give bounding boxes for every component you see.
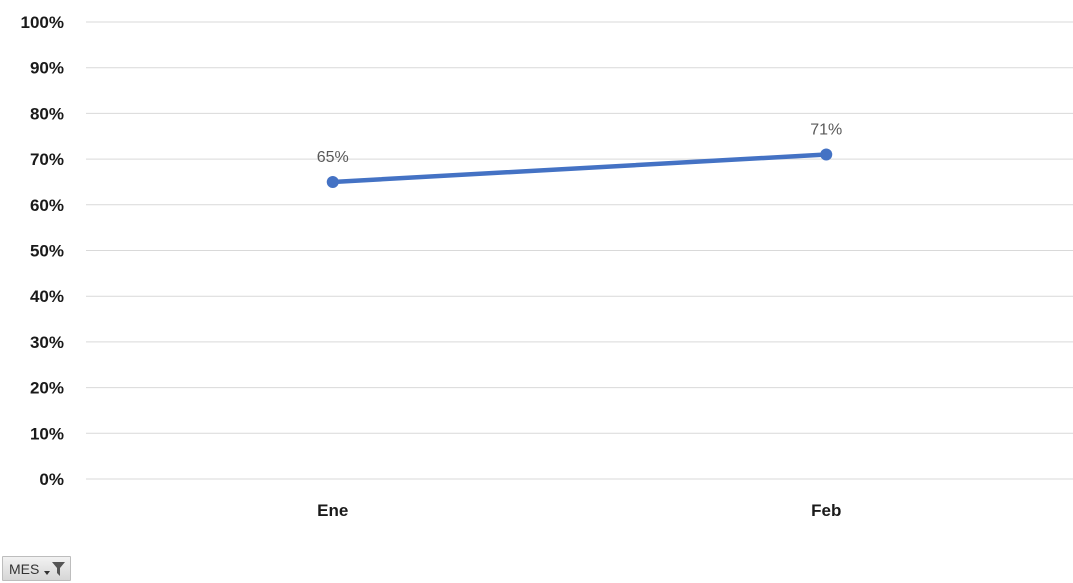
y-tick-label: 80% — [30, 104, 64, 123]
y-tick-label: 50% — [30, 242, 64, 261]
data-point — [820, 148, 833, 161]
data-label: 65% — [317, 149, 349, 166]
data-label: 71% — [810, 122, 842, 139]
x-tick-label: Feb — [811, 501, 841, 520]
data-labels: 65% 71% — [317, 122, 843, 166]
y-tick-label: 100% — [21, 13, 64, 32]
y-tick-label: 40% — [30, 287, 64, 306]
x-tick-label: Ene — [317, 501, 348, 520]
series-group — [326, 148, 833, 188]
series-line — [330, 152, 829, 185]
y-tick-label: 70% — [30, 150, 64, 169]
x-axis-tick-labels: Ene Feb — [317, 501, 841, 520]
y-tick-label: 30% — [30, 333, 64, 352]
y-tick-label: 90% — [30, 59, 64, 78]
dropdown-arrow-icon — [44, 570, 51, 575]
data-point — [326, 175, 339, 188]
gridlines — [86, 21, 1073, 480]
y-tick-label: 0% — [39, 470, 64, 489]
y-axis-tick-labels: 0% 10% 20% 30% 40% 50% 60% 70% 80% 90% 100% — [21, 13, 64, 489]
field-button-label: MES — [9, 560, 40, 577]
funnel-icon — [52, 561, 66, 576]
y-tick-label: 10% — [30, 424, 64, 443]
y-tick-label: 60% — [30, 196, 64, 215]
line-chart: 0% 10% 20% 30% 40% 50% 60% 70% 80% 90% 100% Ene Feb… — [21, 13, 1073, 520]
mes-field-filter-button[interactable]: MES — [2, 556, 72, 581]
filter-icon — [43, 561, 66, 576]
y-tick-label: 20% — [30, 379, 64, 398]
